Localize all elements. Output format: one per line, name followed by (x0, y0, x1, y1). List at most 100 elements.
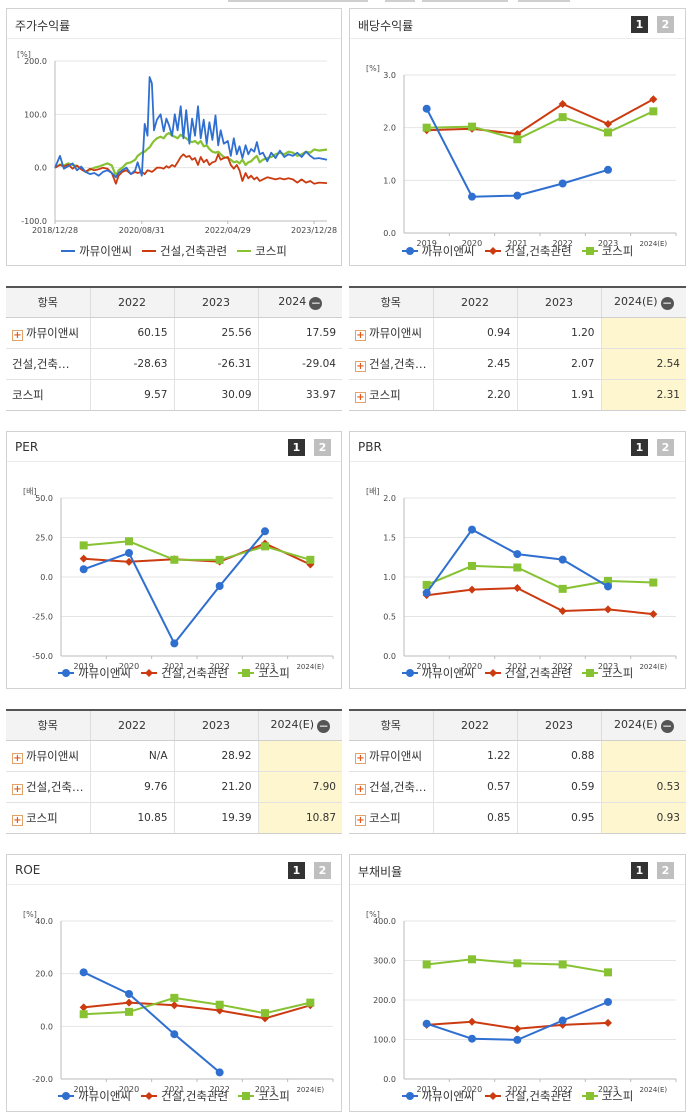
row-name: 까뮤이앤씨 (369, 325, 422, 340)
legend-item-industry[interactable]: 건설,건축관련 (141, 665, 228, 681)
view-2-button[interactable]: 2 (657, 439, 674, 456)
row-name-cell[interactable]: + 까뮤이앤씨 (6, 317, 90, 349)
expand-plus-icon[interactable]: + (12, 783, 23, 795)
legend-item-kospi[interactable]: 코스피 (238, 1088, 290, 1104)
view-1-button[interactable]: 1 (288, 439, 305, 456)
data-point (513, 191, 522, 200)
expand-plus-icon[interactable]: + (355, 360, 366, 372)
legend-item-company[interactable]: 까뮤이앤씨 (61, 243, 132, 259)
column-header-item: 항목 (349, 709, 433, 741)
header-label: 2024(E) (613, 294, 658, 308)
legend-item-company[interactable]: 까뮤이앤씨 (401, 1088, 475, 1104)
value-cell (600, 740, 686, 772)
expand-plus-icon[interactable]: + (355, 783, 366, 795)
data-point (215, 1000, 224, 1009)
row-name-cell[interactable]: + 건설,건축… (349, 348, 433, 380)
legend-item-industry[interactable]: 건설,건축관련 (484, 665, 572, 681)
row-name-cell[interactable]: + 코스피 (349, 379, 433, 411)
view-2-button[interactable]: 2 (314, 439, 331, 456)
expand-plus-icon[interactable]: + (12, 814, 23, 826)
collapse-minus-icon[interactable]: − (309, 295, 323, 310)
value-cell: 60.15 (89, 317, 174, 349)
row-name-cell[interactable]: + 건설,건축… (349, 771, 433, 803)
expand-plus-icon[interactable]: + (355, 814, 366, 826)
header-label: 2023 (545, 295, 573, 309)
y-tick-label: 25.0 (35, 534, 53, 543)
x-tick-label: 2023 (598, 1085, 618, 1094)
view-2-button[interactable]: 2 (657, 862, 674, 879)
legend-item-company[interactable]: 까뮤이앤씨 (58, 665, 131, 681)
expand-plus-icon[interactable]: + (355, 391, 366, 403)
header-label: 2023 (545, 718, 573, 732)
legend-item-kospi[interactable]: 코스피 (581, 243, 634, 259)
view-2-button[interactable]: 2 (657, 16, 674, 33)
legend-marker (488, 669, 497, 677)
y-tick-label: 0.0 (34, 164, 47, 173)
data-point (513, 135, 522, 144)
pbr-chart: [배]2.0 1.5 1.0 0.5 0.0 2019 2020 2021 2022 2023 20… (366, 487, 677, 671)
legend-item-industry[interactable]: 건설,건축관련 (484, 1088, 572, 1104)
table-row: + 까뮤이앤씨 N/A 28.92 (6, 740, 342, 772)
legend-label: 까뮤이앤씨 (421, 666, 475, 680)
value-cell: 7.90 (257, 771, 342, 803)
y-unit-label: [%] (366, 910, 380, 919)
panel-title: 배당수익률 (358, 19, 414, 33)
row-name: 까뮤이앤씨 (26, 325, 79, 340)
legend-item-kospi[interactable]: 코스피 (581, 1088, 633, 1104)
data-point (558, 99, 567, 108)
collapse-minus-icon[interactable]: − (317, 718, 331, 733)
x-tick-label: 2023/12/28 (291, 226, 337, 235)
expand-plus-icon[interactable]: + (12, 329, 23, 341)
legend-swatch-icon (484, 669, 501, 677)
expand-plus-icon[interactable]: + (355, 752, 366, 764)
data-point (170, 1001, 179, 1010)
view-1-button[interactable]: 1 (288, 862, 305, 879)
row-name-cell[interactable]: + 까뮤이앤씨 (349, 740, 433, 772)
top-tab-edge (385, 0, 415, 2)
row-name-cell[interactable]: + 까뮤이앤씨 (349, 317, 433, 349)
legend-item-industry[interactable]: 건설,건축관련 (142, 243, 227, 259)
row-name-cell[interactable]: + 코스피 (349, 802, 433, 834)
y-tick-label: 100.0 (24, 110, 47, 119)
row-name-cell[interactable]: + 까뮤이앤씨 (6, 740, 90, 772)
x-tick-label: 2021 (164, 662, 184, 671)
legend-item-company[interactable]: 까뮤이앤씨 (401, 243, 475, 259)
row-name-cell[interactable]: + 건설,건축… (6, 771, 90, 803)
column-header-year: 2022 (432, 286, 517, 318)
legend-item-kospi[interactable]: 코스피 (581, 665, 633, 681)
y-tick-label: 0.0 (383, 652, 396, 661)
value-cell: 0.95 (516, 802, 601, 834)
view-1-button[interactable]: 1 (631, 439, 648, 456)
collapse-minus-icon[interactable]: − (660, 718, 674, 733)
expand-plus-icon[interactable]: + (355, 329, 366, 341)
x-tick-label: 2020 (462, 1085, 482, 1094)
expand-plus-icon[interactable]: + (12, 752, 23, 764)
legend-swatch-icon (58, 669, 75, 677)
legend-item-industry[interactable]: 건설,건축관련 (484, 243, 572, 259)
legend-item-industry[interactable]: 건설,건축관련 (141, 1088, 228, 1104)
data-point (513, 563, 522, 572)
y-tick-label: 200.0 (373, 996, 396, 1005)
y-tick-label: 2.0 (383, 124, 396, 133)
y-tick-label: -50.0 (32, 652, 53, 661)
y-tick-label: -100.0 (21, 217, 47, 226)
data-point (79, 541, 88, 550)
view-1-button[interactable]: 1 (631, 862, 648, 879)
view-1-button[interactable]: 1 (631, 16, 648, 33)
per-table: 항목 2022 2023 2024(E) − + 까뮤이앤씨 N/A 28.92 + 건설,건축… 9… (6, 709, 342, 834)
legend-item-kospi[interactable]: 코스피 (237, 243, 287, 259)
row-name-cell[interactable]: + 코스피 (6, 802, 90, 834)
row-name: 건설,건축… (369, 356, 427, 371)
legend-item-company[interactable]: 까뮤이앤씨 (58, 1088, 131, 1104)
legend-item-kospi[interactable]: 코스피 (238, 665, 290, 681)
legend-label: 코스피 (601, 244, 634, 258)
table-row: 건설,건축… -28.63 -26.31 -29.04 (6, 348, 342, 380)
view-2-button[interactable]: 2 (314, 862, 331, 879)
collapse-minus-icon[interactable]: − (660, 295, 674, 310)
data-point (422, 123, 431, 132)
legend-item-company[interactable]: 까뮤이앤씨 (401, 665, 475, 681)
series-line-kospi (83, 996, 311, 1016)
panel-title: PER (15, 440, 39, 454)
y-tick-label: 300.0 (373, 957, 396, 966)
data-point (215, 1068, 224, 1077)
